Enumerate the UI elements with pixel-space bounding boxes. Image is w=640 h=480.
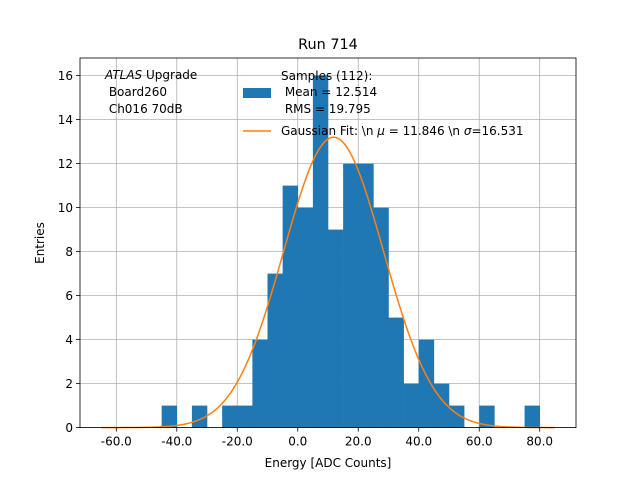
y-tick-label: 10: [58, 201, 73, 215]
y-tick-label: 14: [58, 113, 73, 127]
y-tick-label: 8: [65, 245, 73, 259]
legend-samples-label: Samples (112):: [281, 69, 372, 83]
y-tick-label: 6: [65, 289, 73, 303]
histogram-bar: [222, 405, 238, 428]
gaussian-fit-line: [101, 136, 555, 429]
histogram-bar: [297, 207, 314, 428]
legend-fit-middle: = 11.846 \n: [385, 124, 464, 138]
histogram-bar: [252, 339, 268, 428]
histogram-bar: [343, 163, 359, 428]
legend-fit-prefix: Gaussian Fit: \n: [281, 124, 377, 138]
histogram-bar: [328, 229, 344, 428]
x-tick-label: 80.0: [526, 435, 553, 449]
histogram-bar: [358, 163, 374, 428]
y-tick-label: 4: [65, 333, 73, 347]
plot-frame: [79, 57, 577, 429]
y-axis-label: Entries: [33, 222, 47, 264]
histogram-bar: [403, 383, 420, 428]
histogram-bar: [524, 405, 541, 428]
x-axis-ticks: -60.0 -40.0 -20.0 0.0 20.0 40.0 60.0 80.0: [101, 427, 553, 449]
chart-title: Run 714: [298, 37, 358, 53]
x-tick-label: -40.0: [161, 435, 192, 449]
histogram-bar: [388, 317, 404, 428]
histogram-bars: [161, 75, 541, 428]
histogram-bar: [161, 405, 178, 428]
x-tick-label: 20.0: [345, 435, 372, 449]
y-tick-label: 12: [58, 157, 73, 171]
y-tick-label: 0: [65, 421, 73, 435]
y-tick-label: 2: [65, 377, 73, 391]
histogram-bar: [373, 207, 389, 428]
annotation-upgrade: Upgrade: [142, 68, 197, 82]
legend-fit-sigma: σ: [464, 124, 472, 138]
x-tick-label: 60.0: [466, 435, 493, 449]
legend: Samples (112): Mean = 12.514 RMS = 19.79…: [243, 69, 524, 138]
legend-fit-label: Gaussian Fit: \n μ = 11.846 \n σ=16.531: [281, 124, 524, 138]
legend-samples-mean: Mean = 12.514: [281, 85, 377, 99]
y-axis-ticks: 0 2 4 6 8 10 12 14 16: [58, 69, 80, 435]
x-tick-label: -60.0: [101, 435, 132, 449]
histogram-bar: [479, 405, 495, 428]
histogram-bar: [267, 273, 283, 428]
x-tick-label: 0.0: [288, 435, 307, 449]
histogram-bar: [282, 185, 299, 428]
x-tick-label: -20.0: [222, 435, 253, 449]
atlas-annotation: ATLAS Upgrade Board260 Ch016 70dB: [104, 68, 197, 116]
histogram-bar: [312, 75, 329, 428]
legend-samples-swatch: [243, 88, 271, 98]
annotation-atlas: ATLAS: [104, 68, 143, 82]
legend-fit-suffix: =16.531: [471, 124, 523, 138]
x-axis-label: Energy [ADC Counts]: [265, 456, 392, 470]
histogram-bar: [191, 405, 208, 428]
x-tick-label: 40.0: [405, 435, 432, 449]
histogram-bar: [418, 339, 435, 428]
legend-fit-mu: μ: [376, 124, 385, 138]
histogram-bar: [237, 405, 253, 428]
annotation-board: Board260: [105, 85, 167, 99]
annotation-line1: ATLAS Upgrade: [104, 68, 197, 82]
legend-samples-rms: RMS = 19.795: [281, 102, 371, 116]
y-tick-label: 16: [58, 69, 73, 83]
annotation-channel: Ch016 70dB: [105, 102, 183, 116]
